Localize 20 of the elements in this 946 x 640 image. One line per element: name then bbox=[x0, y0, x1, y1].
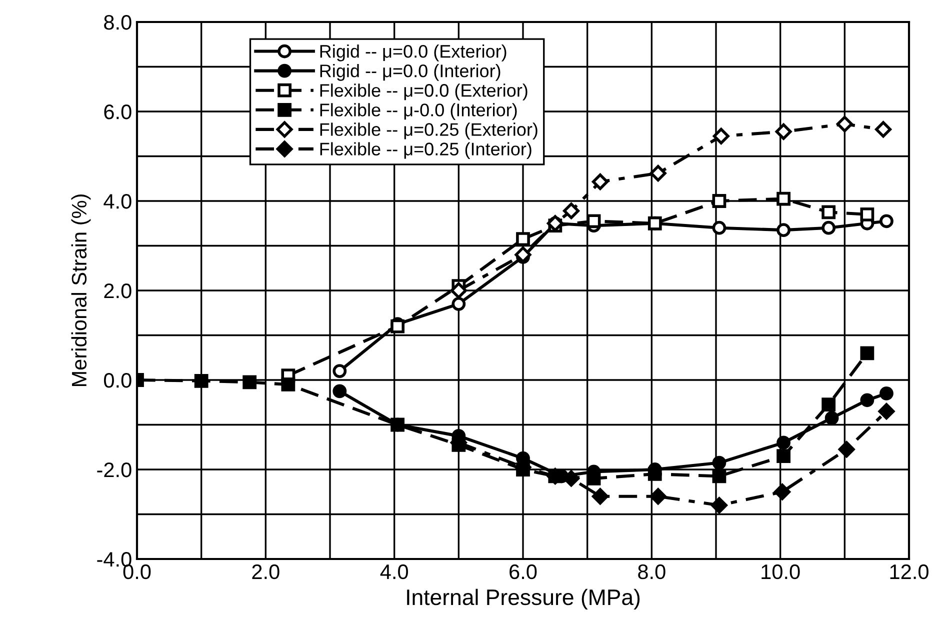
y-tick-label: 2.0 bbox=[104, 284, 132, 298]
x-axis-title: Internal Pressure (MPa) bbox=[407, 588, 640, 610]
y-tick-label: 8.0 bbox=[104, 15, 132, 30]
y-tick-label: -2.0 bbox=[97, 462, 132, 478]
legend-label: Flexible -- μ=0.25 (Exterior) bbox=[320, 122, 538, 140]
x-tick-label: 2.0 bbox=[252, 564, 280, 580]
x-tick-label: 4.0 bbox=[380, 564, 408, 580]
legend-label: Flexible -- μ-0.0 (Interior) bbox=[320, 103, 517, 120]
x-tick-label: 8.0 bbox=[638, 564, 666, 580]
x-tick-label: 12.0 bbox=[890, 564, 928, 580]
y-tick-label: 0.0 bbox=[104, 373, 132, 388]
x-tick-label: 6.0 bbox=[510, 564, 537, 580]
legend-label: Flexible -- μ=0.0 (Exterior) bbox=[320, 84, 528, 100]
y-tick-label: 6.0 bbox=[104, 104, 132, 120]
legend-label: Rigid -- μ=0.0 (Exterior) bbox=[320, 44, 506, 62]
y-tick-label: 4.0 bbox=[104, 194, 132, 209]
y-axis-title: Meridional Strain (%) bbox=[71, 194, 91, 386]
x-tick-label: 10.0 bbox=[762, 564, 800, 580]
legend-label: Flexible -- μ=0.25 (Interior) bbox=[320, 142, 532, 160]
legend-label: Rigid -- μ=0.0 (Interior) bbox=[320, 64, 500, 81]
